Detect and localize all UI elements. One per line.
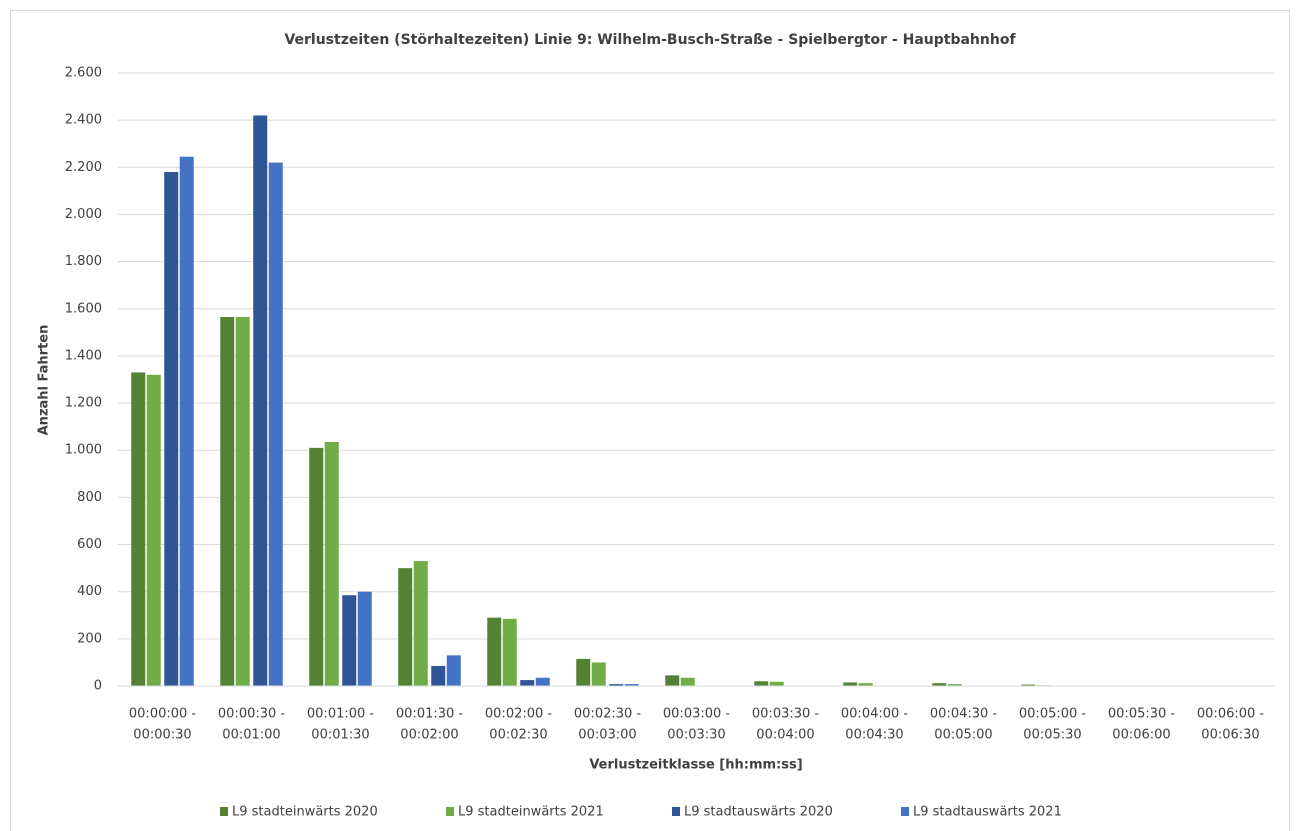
y-tick-label: 1.000 bbox=[65, 443, 102, 458]
y-axis-title: Anzahl Fahrten bbox=[37, 325, 52, 436]
legend-swatch bbox=[446, 807, 454, 816]
bar bbox=[665, 675, 680, 686]
y-tick-label: 600 bbox=[77, 537, 102, 552]
bar bbox=[131, 372, 146, 686]
x-tick-label: 00:04:00 bbox=[756, 728, 814, 743]
legend-label: L9 stadteinwärts 2020 bbox=[232, 805, 378, 820]
bar bbox=[932, 683, 947, 686]
x-tick-label: 00:00:30 - bbox=[218, 707, 286, 722]
x-tick-label: 00:02:00 - bbox=[485, 707, 553, 722]
bar bbox=[413, 561, 428, 686]
x-tick-label: 00:03:00 bbox=[578, 728, 636, 743]
y-tick-label: 1.400 bbox=[65, 348, 102, 363]
bar bbox=[858, 683, 873, 686]
bar bbox=[357, 591, 372, 686]
x-tick-label: 00:01:30 - bbox=[396, 707, 464, 722]
x-tick-label: 00:04:30 bbox=[845, 728, 903, 743]
x-tick-label: 00:03:30 - bbox=[752, 707, 820, 722]
bar bbox=[624, 684, 639, 686]
x-tick-label: 00:03:00 - bbox=[663, 707, 731, 722]
legend-label: L9 stadtauswärts 2020 bbox=[684, 805, 833, 820]
y-tick-label: 1.200 bbox=[65, 396, 102, 411]
bar bbox=[1021, 684, 1036, 686]
bar bbox=[576, 658, 591, 686]
bar bbox=[520, 680, 535, 686]
bar bbox=[235, 317, 250, 686]
x-tick-label: 00:04:00 - bbox=[841, 707, 909, 722]
y-tick-label: 400 bbox=[77, 584, 102, 599]
bar bbox=[535, 677, 550, 686]
x-tick-label: 00:05:30 bbox=[1023, 728, 1081, 743]
x-tick-label: 00:02:30 bbox=[489, 728, 547, 743]
y-tick-label: 2.200 bbox=[65, 160, 102, 175]
bar bbox=[680, 677, 695, 686]
legend-swatch bbox=[220, 807, 228, 816]
y-tick-label: 1.600 bbox=[65, 301, 102, 316]
legend-swatch bbox=[901, 807, 909, 816]
bar bbox=[164, 172, 179, 686]
x-tick-label: 00:02:30 - bbox=[574, 707, 642, 722]
bar bbox=[609, 684, 624, 686]
x-tick-label: 00:06:30 bbox=[1201, 728, 1259, 743]
legend-swatch bbox=[672, 807, 680, 816]
x-tick-label: 00:05:00 bbox=[934, 728, 992, 743]
bar bbox=[769, 681, 784, 686]
y-tick-label: 0 bbox=[94, 679, 102, 694]
bar bbox=[220, 317, 235, 686]
bar bbox=[754, 681, 769, 686]
bar bbox=[446, 655, 461, 686]
bar bbox=[342, 595, 357, 686]
x-tick-label: 00:06:00 bbox=[1112, 728, 1170, 743]
legend-label: L9 stadteinwärts 2021 bbox=[458, 805, 604, 820]
y-tick-label: 800 bbox=[77, 490, 102, 505]
bar bbox=[324, 441, 339, 686]
y-tick-label: 2.400 bbox=[65, 113, 102, 128]
x-tick-label: 00:01:00 bbox=[222, 728, 280, 743]
chart-title: Verlustzeiten (Störhaltezeiten) Linie 9:… bbox=[284, 32, 1016, 48]
legend-label: L9 stadtauswärts 2021 bbox=[913, 805, 1062, 820]
x-tick-label: 00:05:30 - bbox=[1108, 707, 1176, 722]
bar bbox=[502, 618, 517, 686]
x-tick-label: 00:05:00 - bbox=[1019, 707, 1087, 722]
bar bbox=[309, 447, 324, 686]
y-tick-label: 1.800 bbox=[65, 254, 102, 269]
bar bbox=[843, 682, 858, 686]
x-tick-label: 00:00:30 bbox=[133, 728, 191, 743]
y-tick-label: 2.000 bbox=[65, 207, 102, 222]
x-tick-label: 00:02:00 bbox=[400, 728, 458, 743]
bar bbox=[947, 684, 962, 686]
bar bbox=[146, 374, 161, 686]
x-axis-title: Verlustzeitklasse [hh:mm:ss] bbox=[589, 758, 802, 773]
chart-border bbox=[10, 10, 1290, 831]
x-tick-label: 00:04:30 - bbox=[930, 707, 998, 722]
x-tick-label: 00:03:30 bbox=[667, 728, 725, 743]
y-tick-label: 2.600 bbox=[65, 66, 102, 81]
x-tick-label: 00:01:30 bbox=[311, 728, 369, 743]
x-tick-label: 00:01:00 - bbox=[307, 707, 375, 722]
bar bbox=[179, 156, 194, 687]
bar bbox=[253, 115, 268, 686]
bar bbox=[591, 662, 606, 686]
y-tick-label: 200 bbox=[77, 631, 102, 646]
x-tick-label: 00:06:00 - bbox=[1197, 707, 1265, 722]
bar bbox=[431, 665, 446, 686]
bar bbox=[268, 162, 283, 687]
bar bbox=[487, 617, 502, 686]
x-tick-label: 00:00:00 - bbox=[129, 707, 197, 722]
bar bbox=[398, 568, 413, 686]
